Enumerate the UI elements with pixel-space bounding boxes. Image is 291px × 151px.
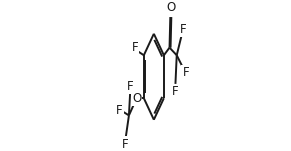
Text: F: F [180,23,187,36]
Text: F: F [116,104,123,117]
Text: F: F [172,85,179,98]
Text: O: O [132,92,141,105]
Text: F: F [132,41,138,54]
Text: F: F [182,66,189,79]
Text: F: F [122,138,128,151]
Text: F: F [127,80,134,93]
Text: O: O [166,1,175,14]
